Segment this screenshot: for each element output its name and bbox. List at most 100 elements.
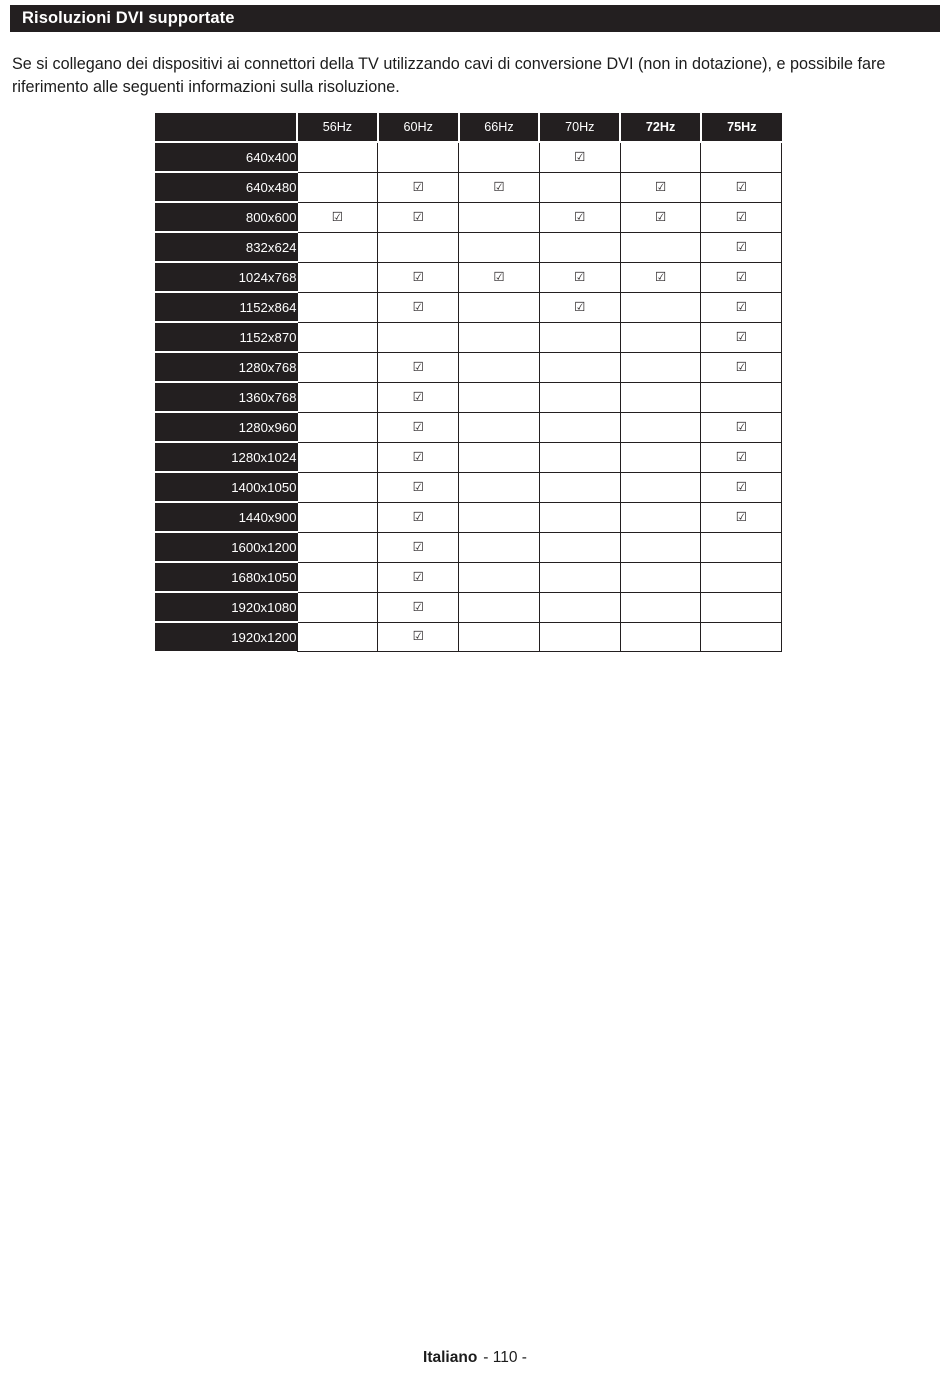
freq-header-75hz: 75Hz bbox=[700, 113, 782, 143]
empty-cell bbox=[619, 321, 702, 353]
checkbox-checked-icon: ☑ bbox=[574, 269, 586, 284]
empty-cell bbox=[458, 411, 540, 443]
checkbox-checked-icon: ☑ bbox=[412, 269, 424, 284]
checkbox-checked-icon: ☑ bbox=[654, 269, 667, 284]
supported-check-cell: ☑ bbox=[377, 261, 460, 293]
empty-cell bbox=[619, 291, 702, 323]
table-header-row: 56Hz 60Hz 66Hz 70Hz 72Hz 75Hz bbox=[155, 113, 782, 143]
checkbox-checked-icon: ☑ bbox=[574, 209, 586, 224]
empty-cell bbox=[458, 381, 540, 413]
table-row: 1680x1050 ☑ bbox=[155, 561, 783, 593]
checkbox-checked-icon: ☑ bbox=[654, 209, 667, 224]
empty-cell bbox=[296, 321, 379, 353]
resolution-label: 1600x1200 bbox=[155, 532, 297, 563]
empty-cell bbox=[377, 141, 460, 173]
supported-check-cell: ☑ bbox=[377, 621, 460, 652]
checkbox-checked-icon: ☑ bbox=[735, 179, 747, 194]
table-row: 800x600 ☑ ☑ ☑ ☑ ☑ bbox=[155, 201, 783, 233]
freq-header-70hz: 70Hz bbox=[539, 113, 622, 143]
supported-check-cell: ☑ bbox=[700, 351, 783, 383]
empty-cell bbox=[458, 501, 540, 533]
empty-cell bbox=[296, 381, 379, 413]
empty-cell bbox=[377, 231, 460, 263]
empty-cell bbox=[538, 501, 621, 533]
empty-cell bbox=[619, 381, 702, 413]
supported-check-cell: ☑ bbox=[377, 441, 460, 473]
checkbox-checked-icon: ☑ bbox=[412, 539, 424, 554]
resolution-label: 1280x960 bbox=[155, 412, 297, 443]
empty-cell bbox=[458, 141, 540, 173]
supported-check-cell: ☑ bbox=[377, 411, 460, 443]
resolution-label: 1360x768 bbox=[155, 382, 297, 413]
supported-check-cell: ☑ bbox=[377, 351, 460, 383]
checkbox-checked-icon: ☑ bbox=[493, 269, 505, 284]
empty-cell bbox=[538, 381, 621, 413]
supported-check-cell: ☑ bbox=[700, 411, 783, 443]
checkbox-checked-icon: ☑ bbox=[574, 149, 586, 164]
dvi-resolution-table: 56Hz 60Hz 66Hz 70Hz 72Hz 75Hz 640x400 ☑ 640x480… bbox=[155, 113, 783, 652]
checkbox-checked-icon: ☑ bbox=[735, 509, 747, 524]
resolution-label: 1680x1050 bbox=[155, 562, 297, 593]
empty-cell bbox=[538, 441, 621, 473]
supported-check-cell: ☑ bbox=[538, 201, 621, 233]
empty-cell bbox=[700, 141, 783, 173]
table-row: 1152x870 ☑ bbox=[155, 321, 783, 353]
empty-cell bbox=[538, 531, 621, 563]
empty-cell bbox=[538, 411, 621, 443]
empty-cell bbox=[538, 621, 621, 652]
checkbox-checked-icon: ☑ bbox=[654, 179, 667, 194]
table-row: 1280x1024 ☑ ☑ bbox=[155, 441, 783, 473]
supported-check-cell: ☑ bbox=[538, 141, 621, 173]
empty-cell bbox=[619, 231, 702, 263]
supported-check-cell: ☑ bbox=[700, 261, 783, 293]
checkbox-checked-icon: ☑ bbox=[735, 329, 747, 344]
table-row: 1152x864 ☑ ☑ ☑ bbox=[155, 291, 783, 323]
intro-paragraph: Se si collegano dei dispositivi ai conne… bbox=[12, 55, 886, 96]
resolution-label: 1400x1050 bbox=[155, 472, 297, 503]
checkbox-checked-icon: ☑ bbox=[412, 419, 424, 434]
checkbox-checked-icon: ☑ bbox=[735, 419, 747, 434]
empty-cell bbox=[296, 621, 379, 652]
table-row: 1920x1200 ☑ bbox=[155, 621, 783, 652]
empty-cell bbox=[296, 591, 379, 623]
empty-cell bbox=[700, 621, 783, 652]
empty-cell bbox=[296, 501, 379, 533]
empty-cell bbox=[619, 441, 702, 473]
table-corner-cell bbox=[155, 113, 298, 143]
empty-cell bbox=[458, 291, 540, 323]
page-footer: Italiano - 110 - bbox=[0, 1349, 950, 1367]
empty-cell bbox=[296, 231, 379, 263]
empty-cell bbox=[700, 381, 783, 413]
supported-check-cell: ☑ bbox=[296, 201, 379, 233]
resolution-label: 1152x870 bbox=[155, 322, 297, 353]
empty-cell bbox=[700, 591, 783, 623]
supported-check-cell: ☑ bbox=[377, 291, 460, 323]
supported-check-cell: ☑ bbox=[377, 561, 460, 593]
supported-check-cell: ☑ bbox=[700, 201, 783, 233]
resolution-label: 1280x768 bbox=[155, 352, 297, 383]
empty-cell bbox=[538, 471, 621, 503]
empty-cell bbox=[296, 441, 379, 473]
empty-cell bbox=[296, 531, 379, 563]
checkbox-checked-icon: ☑ bbox=[412, 209, 424, 224]
freq-header-56hz: 56Hz bbox=[297, 113, 379, 143]
empty-cell bbox=[296, 471, 379, 503]
empty-cell bbox=[296, 141, 379, 173]
empty-cell bbox=[700, 561, 783, 593]
table-row: 640x480 ☑ ☑ ☑ ☑ bbox=[155, 171, 783, 203]
supported-check-cell: ☑ bbox=[538, 261, 621, 293]
empty-cell bbox=[538, 591, 621, 623]
empty-cell bbox=[619, 141, 702, 173]
supported-check-cell: ☑ bbox=[700, 471, 783, 503]
section-header-bar: Risoluzioni DVI supportate bbox=[10, 5, 940, 32]
table-row: 1280x768 ☑ ☑ bbox=[155, 351, 783, 383]
checkbox-checked-icon: ☑ bbox=[735, 449, 747, 464]
empty-cell bbox=[458, 351, 540, 383]
supported-check-cell: ☑ bbox=[377, 531, 460, 563]
supported-check-cell: ☑ bbox=[700, 231, 783, 263]
empty-cell bbox=[619, 501, 702, 533]
empty-cell bbox=[458, 441, 540, 473]
empty-cell bbox=[458, 231, 540, 263]
checkbox-checked-icon: ☑ bbox=[735, 359, 747, 374]
supported-check-cell: ☑ bbox=[700, 171, 783, 203]
